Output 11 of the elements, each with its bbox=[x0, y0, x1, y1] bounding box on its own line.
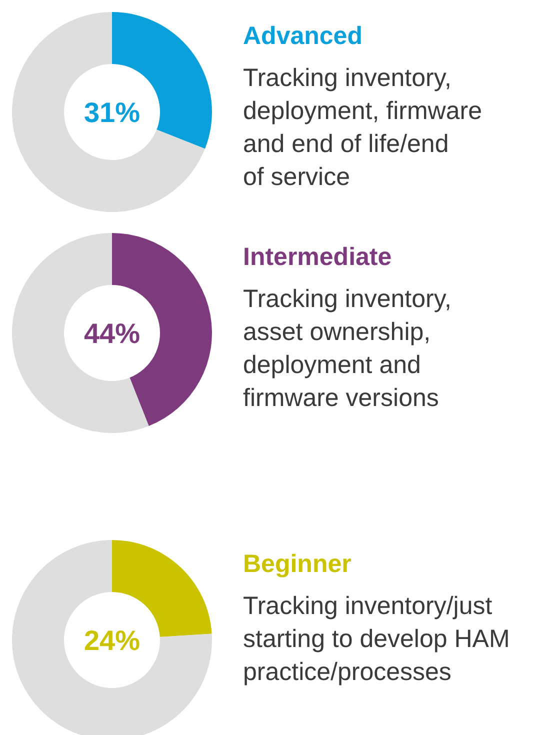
text: Beginner bbox=[243, 550, 352, 578]
text: 24% bbox=[84, 624, 140, 656]
text: Tracking inventory/just starting to develop HAM practice/processes bbox=[243, 592, 510, 686]
text: 44% bbox=[84, 318, 140, 349]
text: Advanced bbox=[243, 22, 362, 50]
text: Tracking inventory, deployment, firmware and end of life/end of service bbox=[243, 64, 482, 191]
text: Tracking inventory, asset ownership, deployment and firmware versions bbox=[243, 285, 452, 412]
text: Intermediate bbox=[243, 243, 392, 271]
donut-slice bbox=[12, 233, 149, 433]
donut-slice bbox=[12, 12, 205, 212]
text: 31% bbox=[84, 96, 140, 128]
